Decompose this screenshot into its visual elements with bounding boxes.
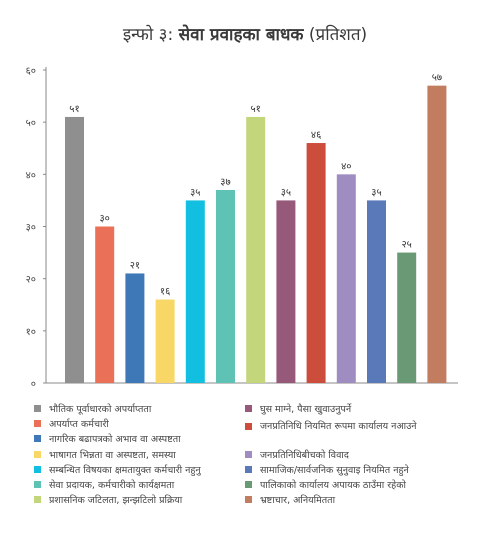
legend-swatch bbox=[34, 465, 41, 473]
legend-item: भ्रष्टाचार, अनियमितता bbox=[245, 495, 335, 507]
bar-value-label: ५१ bbox=[69, 104, 79, 115]
legend-label: पालिकाको कार्यालय अपायक ठाउँमा रहेको bbox=[260, 480, 406, 491]
legend-swatch bbox=[245, 423, 252, 431]
bar-value-label: ४६ bbox=[311, 130, 321, 141]
bar bbox=[397, 252, 417, 383]
legend-swatch bbox=[245, 481, 252, 488]
bar-value-label: ३५ bbox=[190, 187, 200, 198]
bar-value-label: ३० bbox=[99, 214, 109, 225]
legend-item: सम्बन्धित विषयका क्षमतायुक्त कर्मचारी नह… bbox=[34, 465, 201, 477]
legend-item: जनप्रतिनिधिबीचको विवाद bbox=[245, 450, 349, 462]
bar-value-label: ३५ bbox=[281, 187, 291, 198]
y-tick-label: १० bbox=[26, 327, 36, 338]
legend-swatch bbox=[245, 496, 252, 504]
bar bbox=[216, 189, 235, 383]
y-tick-label: २० bbox=[26, 275, 36, 286]
bar-value-label: ५१ bbox=[250, 104, 260, 115]
bar-value-label: ५७ bbox=[432, 73, 442, 84]
bar bbox=[65, 116, 84, 383]
bar-value-label: ३५ bbox=[371, 187, 381, 198]
legend-swatch bbox=[245, 465, 252, 473]
legend-item: सेवा प्रदायक, कर्मचारीको कार्यक्षमता bbox=[34, 480, 174, 492]
legend-item: सामाजिक/सार्वजनिक सुनुवाइ नियमित नहुने bbox=[245, 465, 409, 477]
legend-item: नागरिक बढापत्रको अभाव वा अस्पष्टता bbox=[34, 434, 181, 446]
legend-item: घुस माग्ने, पैसा खुवाउनुपर्ने bbox=[245, 404, 351, 416]
bar bbox=[336, 174, 356, 383]
legend-label: भौतिक पूर्वाधारको अपर्याप्तता bbox=[49, 404, 152, 415]
bar-value-label: ४० bbox=[341, 161, 351, 172]
legend-item: भौतिक पूर्वाधारको अपर्याप्तता bbox=[34, 404, 151, 416]
legend-item: जनप्रतिनिधि नियमित रूपमा कार्यालय नआउने bbox=[245, 419, 450, 434]
legend-label: घुस माग्ने, पैसा खुवाउनुपर्ने bbox=[260, 404, 352, 415]
legend-swatch bbox=[34, 481, 41, 488]
legend-label: जनप्रतिनिधिबीचको विवाद bbox=[260, 449, 349, 461]
legend-label: सामाजिक/सार्वजनिक सुनुवाइ नियमित नहुने bbox=[260, 464, 409, 476]
legend-label: प्रशासनिक जटिलता, झन्झटिलो प्रक्रिया bbox=[49, 495, 183, 507]
legend-swatch bbox=[34, 496, 41, 504]
legend-item: प्रशासनिक जटिलता, झन्झटिलो प्रक्रिया bbox=[34, 495, 182, 507]
legend-swatch bbox=[34, 435, 41, 443]
legend-label: सम्बन्धित विषयका क्षमतायुक्त कर्मचारी नह… bbox=[49, 464, 201, 476]
y-tick-label: ५० bbox=[26, 118, 36, 129]
title-suffix: (प्रतिशत) bbox=[308, 25, 368, 45]
legend-label: भाषागत भिन्नता वा अस्पष्टता, समस्या bbox=[49, 449, 176, 461]
title-prefix: इन्फो ३: bbox=[122, 25, 174, 45]
bar-value-label: २१ bbox=[130, 260, 140, 271]
y-tick-label: ३० bbox=[26, 223, 36, 234]
bar bbox=[185, 200, 205, 383]
bar bbox=[367, 200, 386, 383]
legend-label: भ्रष्टाचार, अनियमितता bbox=[260, 495, 336, 507]
y-tick-label: ६० bbox=[26, 66, 36, 77]
bar bbox=[155, 299, 175, 383]
title-main: सेवा प्रवाहका बाधक bbox=[178, 25, 304, 45]
bar bbox=[95, 226, 115, 383]
legend-swatch bbox=[34, 420, 41, 428]
legend-item: भाषागत भिन्नता वा अस्पष्टता, समस्या bbox=[34, 450, 176, 462]
legend-swatch bbox=[245, 405, 252, 412]
bar-value-label: १६ bbox=[160, 287, 170, 298]
legend-item: पालिकाको कार्यालय अपायक ठाउँमा रहेको bbox=[245, 480, 406, 492]
chart-title: इन्फो ३: सेवा प्रवाहका बाधक (प्रतिशत) bbox=[0, 22, 490, 45]
legend-label: सेवा प्रदायक, कर्मचारीको कार्यक्षमता bbox=[49, 480, 175, 491]
bar bbox=[427, 85, 447, 384]
bar-value-label: ३७ bbox=[220, 177, 230, 188]
legend-label: अपर्याप्त कर्मचारी bbox=[49, 419, 109, 431]
bar bbox=[125, 273, 145, 383]
legend-label: जनप्रतिनिधि नियमित रूपमा कार्यालय नआउने bbox=[260, 421, 417, 433]
bar bbox=[246, 116, 266, 383]
legend-item: अपर्याप्त कर्मचारी bbox=[34, 419, 109, 431]
legend-swatch bbox=[245, 450, 252, 458]
legend-swatch bbox=[34, 450, 41, 458]
y-tick-label: ४० bbox=[26, 170, 36, 181]
bar bbox=[306, 143, 326, 383]
legend-swatch bbox=[34, 405, 41, 412]
bar-value-label: २५ bbox=[401, 240, 411, 251]
y-tick-label: ० bbox=[31, 379, 36, 390]
legend-label: नागरिक बढापत्रको अभाव वा अस्पष्टता bbox=[49, 434, 181, 446]
bar bbox=[276, 200, 296, 383]
